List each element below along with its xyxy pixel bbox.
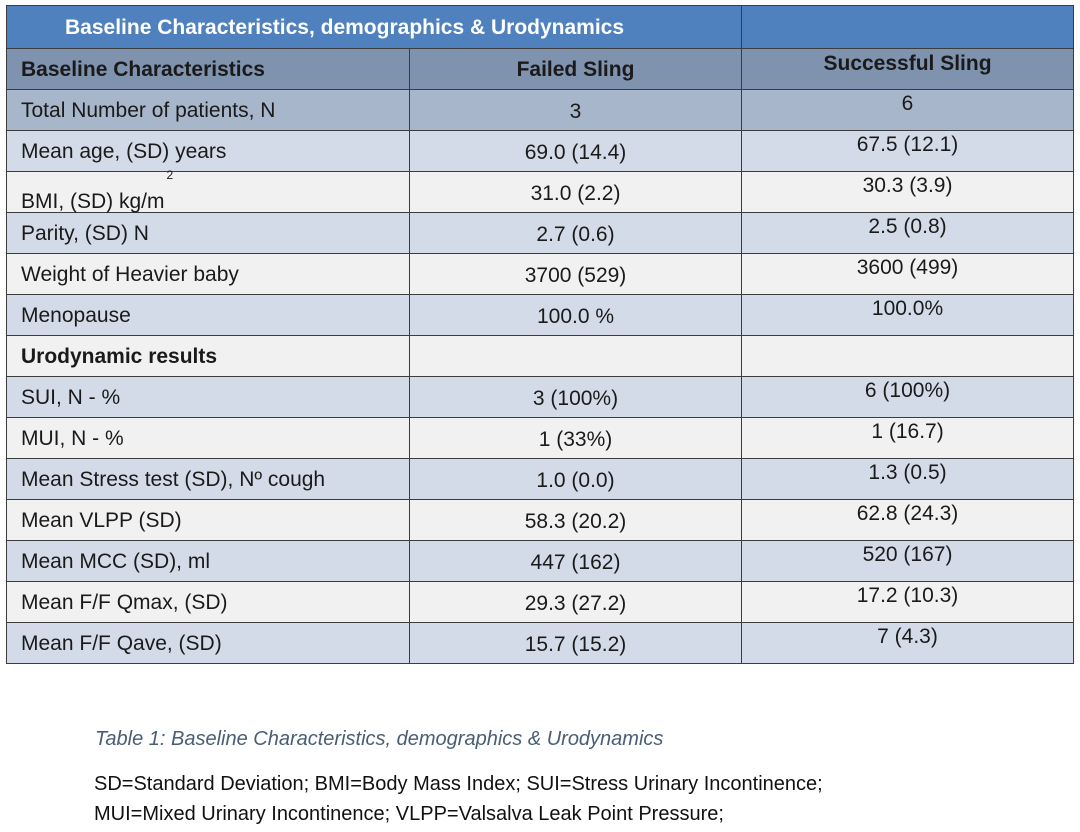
table-title-empty-cell [741,5,1075,49]
failed-sling-value [408,335,743,377]
table-row: BMI, (SD) kg/m2 31.0 (2.2) 30.3 (3.9) [6,169,1075,213]
failed-sling-value: 2.7 (0.6) [408,212,743,254]
superscript: 2 [166,167,174,182]
failed-sling-value: 69.0 (14.4) [408,130,743,172]
failed-sling-value: 3700 (529) [408,253,743,295]
failed-sling-value: 447 (162) [408,540,743,582]
row-label: MUI, N - % [6,417,410,459]
row-label: Mean VLPP (SD) [6,499,410,541]
row-label: Menopause [6,294,410,336]
table-row: Mean Stress test (SD), Nº cough 1.0 (0.0)… [6,458,1075,500]
table-row: Menopause 100.0 % 100.0% [6,294,1075,336]
failed-sling-value: 31.0 (2.2) [408,171,743,213]
successful-sling-value: 30.3 (3.9) [741,171,1075,213]
table-row: Mean F/F Qmax, (SD) 29.3 (27.2) 17.2 (10.3… [6,581,1075,623]
failed-sling-value: 1 (33%) [408,417,743,459]
column-header-successful-sling: Successful Sling [741,48,1075,90]
failed-sling-value: 15.7 (15.2) [408,622,743,664]
table-row: Mean F/F Qave, (SD) 15.7 (15.2) 7 (4.3) [6,622,1075,664]
successful-sling-value: 100.0% [741,294,1075,336]
successful-sling-value: 1 (16.7) [741,417,1075,459]
table-row: Mean VLPP (SD) 58.3 (20.2) 62.8 (24.3) [6,499,1075,541]
successful-sling-value: 3600 (499) [741,253,1075,295]
table-header-row: Baseline Characteristics Failed Sling Su… [6,48,1075,90]
failed-sling-value: 3 [408,89,743,131]
row-label: Total Number of patients, N [6,89,410,131]
table-title-row: Baseline Characteristics, demographics &… [5,5,1075,49]
column-header-failed-sling: Failed Sling [408,48,743,90]
successful-sling-value: 17.2 (10.3) [741,581,1075,623]
successful-sling-value: 520 (167) [741,540,1075,582]
table-row: SUI, N - % 3 (100%) 6 (100%) [6,376,1075,418]
row-label: Mean age, (SD) years [6,130,410,172]
row-label: Mean F/F Qmax, (SD) [6,581,410,623]
table-row: MUI, N - % 1 (33%) 1 (16.7) [6,417,1075,459]
section-label: Urodynamic results [6,335,410,377]
row-label: Parity, (SD) N [6,212,410,254]
table-title: Baseline Characteristics, demographics &… [5,5,743,49]
table-row: Parity, (SD) N 2.7 (0.6) 2.5 (0.8) [6,212,1075,254]
successful-sling-value: 6 (100%) [741,376,1075,418]
table-caption: Table 1: Baseline Characteristics, demog… [95,728,664,750]
table-row: Mean age, (SD) years 69.0 (14.4) 67.5 (12.… [6,130,1075,172]
failed-sling-value: 1.0 (0.0) [408,458,743,500]
successful-sling-value: 2.5 (0.8) [741,212,1075,254]
column-header-characteristics: Baseline Characteristics [6,48,410,90]
successful-sling-value: 67.5 (12.1) [741,130,1075,172]
row-label: Mean Stress test (SD), Nº cough [6,458,410,500]
successful-sling-value [741,335,1075,377]
section-row: Urodynamic results [6,335,1075,377]
row-label: Mean F/F Qave, (SD) [6,622,410,664]
baseline-table: Baseline Characteristics, demographics &… [5,5,1075,664]
successful-sling-value: 1.3 (0.5) [741,458,1075,500]
successful-sling-value: 7 (4.3) [741,622,1075,664]
footnote-line-2: MUI=Mixed Urinary Incontinence; VLPP=Val… [94,803,724,825]
failed-sling-value: 29.3 (27.2) [408,581,743,623]
row-label: BMI, (SD) kg/m2 [6,169,410,213]
failed-sling-value: 58.3 (20.2) [408,499,743,541]
footnote-line-1: SD=Standard Deviation; BMI=Body Mass Ind… [94,773,823,795]
row-label: SUI, N - % [6,376,410,418]
table-row: Mean MCC (SD), ml 447 (162) 520 (167) [6,540,1075,582]
successful-sling-value: 6 [741,89,1075,131]
successful-sling-value: 62.8 (24.3) [741,499,1075,541]
table-row: Weight of Heavier baby 3700 (529) 3600 (49… [6,253,1075,295]
failed-sling-value: 3 (100%) [408,376,743,418]
failed-sling-value: 100.0 % [408,294,743,336]
row-label: Mean MCC (SD), ml [6,540,410,582]
row-label: Weight of Heavier baby [6,253,410,295]
